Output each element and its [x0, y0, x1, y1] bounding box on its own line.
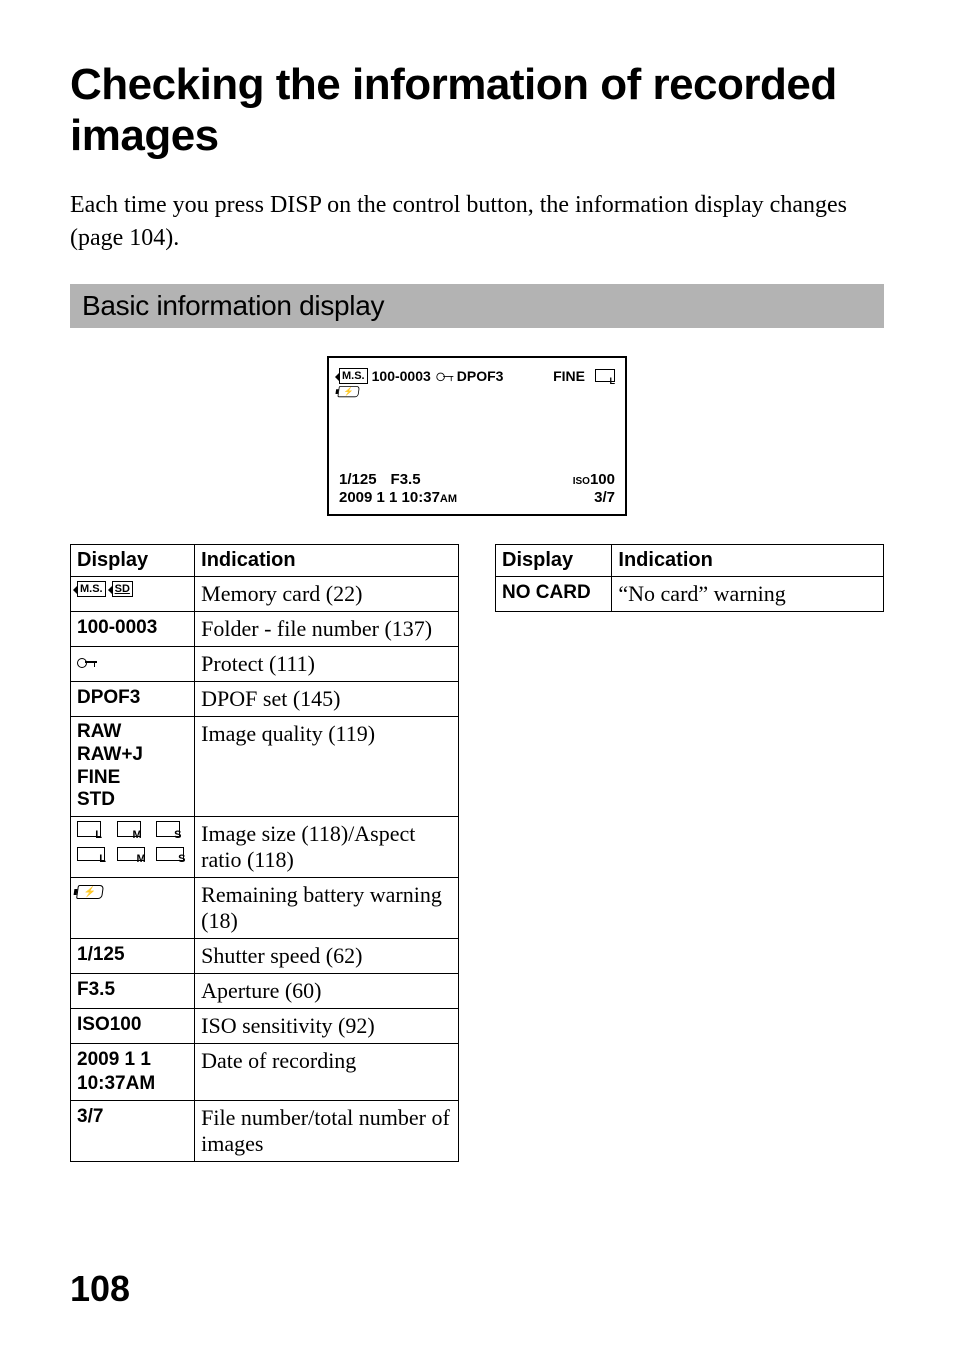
battery-icon: ⚡	[76, 885, 104, 899]
indication-cell: Remaining battery warning (18)	[195, 878, 459, 939]
lcd-preview-container: M.S. 100-0003 DPOF3 FINE ⚡ 1/125 F3.5 IS…	[70, 356, 884, 516]
page-title: Checking the information of recorded ima…	[70, 60, 884, 161]
indication-cell: Protect (111)	[195, 646, 459, 681]
lcd-date: 2009 1 1 10:37AM	[339, 489, 457, 506]
tables-container: Display Indication M.S. SD Memory card (…	[70, 544, 884, 1162]
display-cell: 2009 1 1 10:37AM	[71, 1044, 195, 1101]
lcd-top-row: M.S. 100-0003 DPOF3 FINE	[339, 368, 615, 384]
table-row: DPOF3 DPOF set (145)	[71, 681, 459, 716]
indication-cell: “No card” warning	[612, 576, 884, 611]
display-cell: 1/125	[71, 939, 195, 974]
memory-stick-icon: M.S.	[339, 368, 368, 384]
size-s-icon	[156, 821, 180, 837]
table-row: 2009 1 1 10:37AM Date of recording	[71, 1044, 459, 1101]
size-m-icon	[117, 821, 141, 837]
display-cell: F3.5	[71, 974, 195, 1009]
intro-text: Each time you press DISP on the control …	[70, 189, 884, 254]
lcd-quality: FINE	[553, 368, 585, 384]
size-l-icon	[77, 821, 101, 837]
table-row: ⚡ Remaining battery warning (18)	[71, 878, 459, 939]
lcd-dpof: DPOF3	[457, 368, 504, 384]
header-display: Display	[496, 544, 612, 576]
table-row: Protect (111)	[71, 646, 459, 681]
section-heading: Basic information display	[70, 284, 884, 328]
right-column: Display Indication NO CARD “No card” war…	[495, 544, 884, 612]
protect-key-icon	[77, 656, 95, 668]
lcd-iso: ISO100	[573, 471, 615, 488]
battery-icon: ⚡	[337, 386, 359, 397]
lcd-shutter: 1/125	[339, 471, 377, 488]
header-indication: Indication	[612, 544, 884, 576]
header-display: Display	[71, 544, 195, 576]
display-cell: 100-0003	[71, 611, 195, 646]
table-row: Image size (118)/Aspect ratio (118)	[71, 817, 459, 878]
table-row: ISO100 ISO sensitivity (92)	[71, 1009, 459, 1044]
display-cell: NO CARD	[496, 576, 612, 611]
protect-key-icon	[436, 371, 451, 381]
lcd-counter: 3/7	[594, 489, 615, 506]
indication-cell: Folder - file number (137)	[195, 611, 459, 646]
table-row: M.S. SD Memory card (22)	[71, 576, 459, 611]
page-number: 108	[70, 1268, 130, 1310]
display-cell: DPOF3	[71, 681, 195, 716]
table-header-row: Display Indication	[496, 544, 884, 576]
header-indication: Indication	[195, 544, 459, 576]
indication-cell: ISO sensitivity (92)	[195, 1009, 459, 1044]
lcd-bottom-block: 1/125 F3.5 ISO100 2009 1 1 10:37AM 3/7	[339, 471, 615, 506]
indication-cell: Shutter speed (62)	[195, 939, 459, 974]
table-row: 1/125 Shutter speed (62)	[71, 939, 459, 974]
sd-card-icon: SD	[112, 581, 133, 597]
table-header-row: Display Indication	[71, 544, 459, 576]
lcd-folder-number: 100-0003	[372, 368, 431, 384]
lcd-aperture: F3.5	[391, 471, 421, 488]
size-wide-m-icon	[117, 847, 145, 861]
memory-stick-icon: M.S.	[77, 581, 106, 597]
indication-cell: File number/total number of images	[195, 1100, 459, 1161]
indication-cell: Memory card (22)	[195, 576, 459, 611]
size-wide-l-icon	[77, 847, 105, 861]
image-size-l-icon	[595, 369, 615, 382]
indication-cell: Image size (118)/Aspect ratio (118)	[195, 817, 459, 878]
image-size-icons	[77, 821, 188, 837]
indication-cell: Image quality (119)	[195, 716, 459, 816]
indication-cell: Aperture (60)	[195, 974, 459, 1009]
display-cell: 3/7	[71, 1100, 195, 1161]
lcd-preview: M.S. 100-0003 DPOF3 FINE ⚡ 1/125 F3.5 IS…	[327, 356, 627, 516]
image-size-wide-icons	[77, 847, 188, 861]
left-column: Display Indication M.S. SD Memory card (…	[70, 544, 459, 1162]
info-table-right: Display Indication NO CARD “No card” war…	[495, 544, 884, 612]
table-row: F3.5 Aperture (60)	[71, 974, 459, 1009]
table-row: RAW RAW+J FINE STD Image quality (119)	[71, 716, 459, 816]
display-cell: ISO100	[71, 1009, 195, 1044]
quality-options: RAW RAW+J FINE STD	[77, 721, 188, 812]
table-row: NO CARD “No card” warning	[496, 576, 884, 611]
table-row: 100-0003 Folder - file number (137)	[71, 611, 459, 646]
size-wide-s-icon	[156, 847, 184, 861]
indication-cell: DPOF set (145)	[195, 681, 459, 716]
table-row: 3/7 File number/total number of images	[71, 1100, 459, 1161]
lcd-second-row: ⚡	[339, 386, 615, 404]
info-table-left: Display Indication M.S. SD Memory card (…	[70, 544, 459, 1162]
indication-cell: Date of recording	[195, 1044, 459, 1101]
